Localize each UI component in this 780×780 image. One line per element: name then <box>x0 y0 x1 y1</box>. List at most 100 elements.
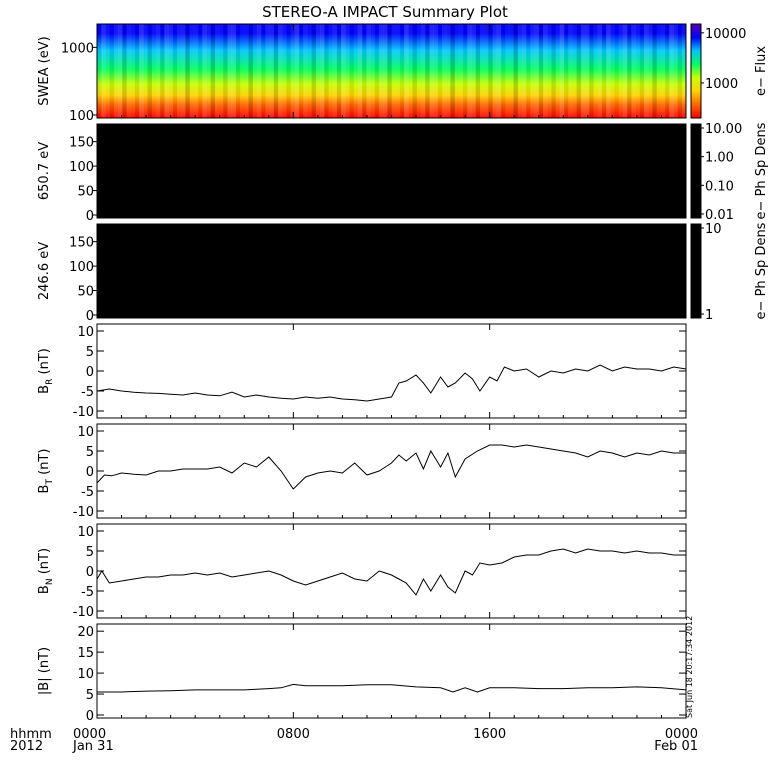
spectrogram-texture <box>240 24 245 118</box>
spectrogram-texture <box>610 24 615 118</box>
spectrogram-texture <box>505 24 510 118</box>
spectrogram-texture <box>202 24 207 118</box>
spectrogram-texture <box>665 24 670 118</box>
spectrogram-texture <box>408 24 413 118</box>
spectrogram-texture <box>660 24 666 118</box>
y-axis-label: 246.6 eV <box>37 242 52 300</box>
time-tick-label: 1600 <box>473 727 506 742</box>
spectrogram-texture <box>442 24 447 118</box>
y-tick-label: 10 <box>77 525 94 540</box>
series-line <box>96 444 686 490</box>
spectrogram-texture <box>101 24 106 118</box>
colorbar-label: e− Ph Sp Dens <box>754 222 769 319</box>
spectrogram-texture <box>551 24 556 118</box>
spectrogram-texture <box>269 24 274 118</box>
spectrogram-texture <box>412 24 417 118</box>
spectrogram-texture <box>155 24 161 118</box>
y-tick-label: 50 <box>77 185 94 200</box>
y-tick-label: 150 <box>69 136 94 151</box>
y-tick-label: 0 <box>86 465 94 480</box>
spectrogram-texture <box>374 24 380 118</box>
plot-title: STEREO-A IMPACT Summary Plot <box>262 3 508 21</box>
y-axis-label: BT (nT) <box>37 449 55 494</box>
generation-timestamp: Sat Jun 18 20:17:34 2012 <box>685 616 694 718</box>
spectrogram-texture <box>635 24 640 118</box>
spectrogram-texture <box>341 24 346 118</box>
spectrogram-texture <box>433 24 439 118</box>
spectrogram-texture <box>404 24 409 118</box>
spectrogram-texture <box>488 24 493 118</box>
spectrogram-texture <box>244 24 249 118</box>
spectrogram-texture <box>265 24 270 118</box>
y-axis-label: SWEA (eV) <box>37 36 52 105</box>
y-tick-label: -10 <box>73 605 94 620</box>
spectrogram-texture <box>627 24 632 118</box>
time-axis-label-year: 2012 <box>10 739 43 754</box>
spectrogram-texture <box>395 24 401 118</box>
spectrogram-texture <box>256 24 262 118</box>
spectrogram-texture <box>387 24 392 118</box>
spectrogram-texture <box>362 24 367 118</box>
spectrogram-fill <box>97 224 686 318</box>
spectrogram-texture <box>471 24 476 118</box>
y-axis-label: 650.7 eV <box>37 142 52 200</box>
spectrogram-texture <box>189 24 195 118</box>
spectrogram-texture <box>320 24 325 118</box>
series-line <box>96 364 687 402</box>
spectrogram-texture <box>580 24 586 118</box>
spectrogram-texture <box>513 24 518 118</box>
spectrogram-texture <box>214 24 220 118</box>
y-tick-label: 0 <box>86 309 94 324</box>
spectrogram-texture <box>534 24 539 118</box>
spectrogram-texture <box>399 24 405 118</box>
spectrogram-texture <box>429 24 434 118</box>
spectrogram-texture <box>282 24 287 118</box>
y-tick-label: -5 <box>81 585 94 600</box>
spectrogram-texture <box>357 24 363 118</box>
spectrogram-texture <box>652 24 657 118</box>
spectrogram-texture <box>378 24 384 118</box>
spectrogram-texture <box>181 24 186 118</box>
spectrogram-texture <box>484 24 489 118</box>
spectrogram-texture <box>383 24 388 118</box>
spectrogram-texture <box>618 24 624 118</box>
spectrogram-texture <box>118 24 123 118</box>
spectrogram-texture <box>391 24 396 118</box>
spectrogram-texture <box>370 24 375 118</box>
spectrogram-texture <box>294 24 300 118</box>
spectrogram-texture <box>597 24 603 118</box>
panel-1: 100 1000 SWEA (eV) 1000 10000 e− Flux <box>37 23 769 124</box>
panel-4: -10 -5 0 5 10 BR (nT) <box>37 323 687 420</box>
spectrogram-texture <box>555 24 561 118</box>
spectrogram-texture <box>151 24 157 118</box>
spectrogram-texture <box>219 24 224 118</box>
spectrogram-fill <box>97 24 686 118</box>
colorbar <box>690 23 702 119</box>
spectrogram-texture <box>277 24 283 118</box>
spectrogram-texture <box>130 24 136 118</box>
spectrogram-texture <box>543 24 548 118</box>
spectrogram-texture <box>496 24 502 118</box>
panel-7: 0 5 10 15 20 |B| (nT) <box>37 623 687 724</box>
panel-frame <box>96 523 687 619</box>
spectrogram-texture <box>669 24 674 118</box>
spectrogram-texture <box>248 24 253 118</box>
y-tick-label: 0 <box>86 709 94 724</box>
time-tick-label: 0800 <box>277 727 310 742</box>
spectrogram-texture <box>517 24 523 118</box>
y-tick-label: 0 <box>86 565 94 580</box>
spectrogram-texture <box>303 24 308 118</box>
spectrogram-texture <box>500 24 506 118</box>
spectrogram-texture <box>467 24 472 118</box>
y-tick-label: 10 <box>77 425 94 440</box>
spectrogram-texture <box>589 24 594 118</box>
spectrogram-texture <box>353 24 359 118</box>
colorbar-tick-label: 1 <box>705 308 713 323</box>
y-tick-label: 100 <box>69 260 94 275</box>
spectrogram-texture <box>193 24 199 118</box>
spectrogram-texture <box>656 24 661 118</box>
spectrogram-texture <box>437 24 443 118</box>
spectrogram-texture <box>458 24 464 118</box>
y-axis-label: BR (nT) <box>37 348 55 394</box>
